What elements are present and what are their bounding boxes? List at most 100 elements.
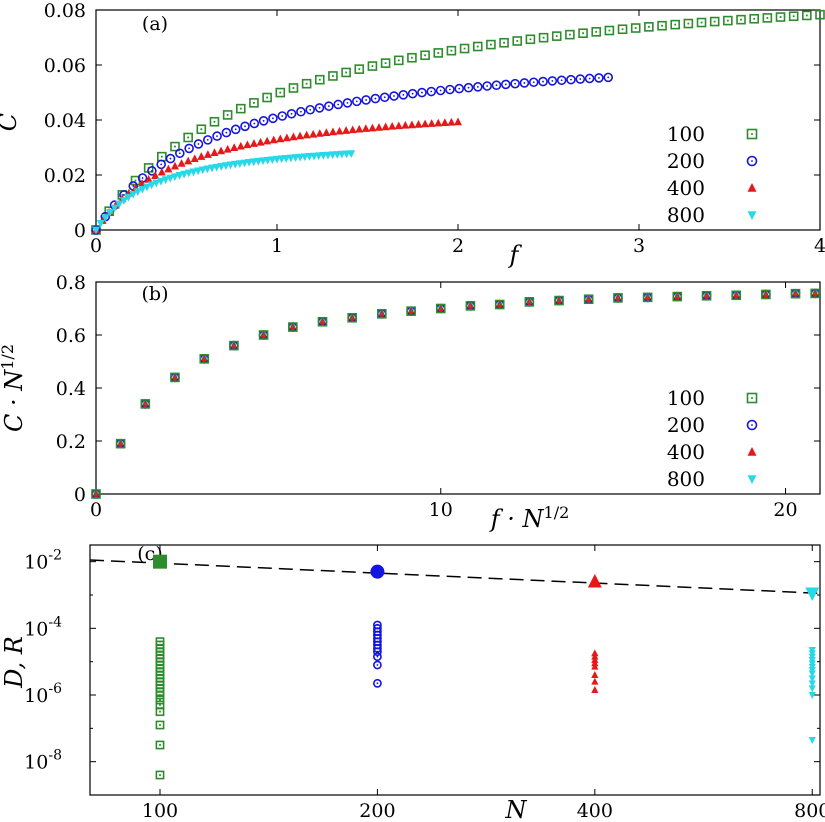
data-point (197, 152, 206, 160)
panel-a-ytick-label: 0.06 (44, 55, 86, 77)
data-point (361, 124, 370, 132)
large-marker-800 (805, 587, 820, 602)
data-point (335, 126, 344, 135)
data-point (155, 707, 165, 717)
collapse-series-400 (92, 288, 820, 498)
panel-a-xtick-label: 2 (452, 235, 464, 257)
data-point (347, 150, 356, 158)
data-point (249, 118, 260, 129)
legend-marker-800 (747, 475, 757, 484)
data-point (373, 678, 382, 688)
data-point (140, 399, 151, 409)
data-point (348, 125, 357, 134)
data-point (175, 148, 185, 159)
data-point (296, 106, 306, 117)
data-point (394, 121, 403, 130)
data-point (406, 306, 416, 316)
data-point (591, 27, 602, 37)
data-point (723, 15, 733, 26)
data-point (183, 132, 193, 143)
data-point (341, 67, 351, 78)
panel-a-xtick-label: 1 (271, 235, 283, 257)
legend-label-200: 200 (667, 413, 705, 437)
data-point (317, 316, 328, 327)
data-point (373, 652, 382, 662)
data-point (434, 118, 443, 127)
data-point (249, 98, 259, 108)
panel-b-ytick-label: 0.4 (56, 378, 86, 400)
data-point (324, 101, 334, 111)
data-point (222, 110, 233, 120)
panel-a-ticks: 0 1 2 3 4 0 0.02 0.04 0.06 0.08 (44, 0, 825, 257)
data-point (275, 87, 286, 98)
data-point (143, 183, 152, 192)
data-point (301, 78, 312, 89)
data-point (155, 695, 165, 705)
data-point (525, 34, 536, 45)
data-point (129, 190, 138, 199)
small-markers-200 (373, 620, 382, 688)
data-point (379, 92, 390, 103)
data-point (282, 133, 291, 142)
data-point (194, 167, 203, 176)
panel-c-ytick-label: 10-6 (24, 681, 62, 707)
panel-c-xtick-label: 100 (142, 800, 178, 822)
data-point (217, 146, 226, 155)
data-point (305, 104, 316, 115)
panel-a-ytick-label: 0.04 (44, 110, 86, 132)
data-point (398, 90, 409, 100)
large-marker-100 (152, 554, 167, 569)
data-point (115, 438, 126, 449)
panel-c-ytick-label: 10-8 (24, 748, 62, 774)
data-point (644, 22, 654, 32)
data-point (92, 226, 100, 235)
data-point (203, 165, 212, 174)
panel-b-ytick-label: 0.6 (56, 325, 86, 347)
data-point (124, 193, 133, 202)
data-point (157, 167, 166, 176)
panel-a-xlabel: f (508, 241, 523, 269)
data-point (351, 96, 362, 107)
data-point (603, 72, 614, 83)
panel-a-xtick-label: 0 (90, 235, 102, 257)
data-point (262, 92, 272, 103)
data-point (368, 123, 377, 132)
data-point (613, 293, 623, 303)
data-point (333, 99, 343, 110)
data-point (591, 686, 599, 693)
data-point (486, 39, 496, 50)
data-point (210, 148, 219, 156)
data-point (223, 144, 232, 153)
data-point (815, 9, 825, 20)
fit-line (89, 559, 821, 595)
data-point (147, 181, 156, 190)
data-point (105, 209, 114, 217)
large-marker-400 (587, 573, 602, 588)
data-point (296, 131, 305, 140)
data-point (258, 116, 269, 126)
legend-marker-400 (747, 447, 757, 456)
panel-c-ylabel: D, R (0, 636, 28, 689)
panel-b-frame (95, 281, 821, 495)
data-point (538, 76, 548, 87)
panel-a-ytick-label: 0 (74, 220, 86, 242)
panel-b-xtick-label: 0 (90, 499, 102, 521)
data-point (236, 141, 245, 150)
data-point (170, 173, 179, 182)
legend-label-100: 100 (667, 386, 705, 410)
data-point (802, 10, 812, 21)
data-point (190, 154, 199, 163)
data-point (355, 124, 364, 133)
data-point (500, 79, 511, 90)
data-point (157, 151, 167, 162)
data-point (217, 163, 226, 171)
data-point (427, 119, 436, 127)
data-point (138, 185, 147, 194)
panel-c-xtick-label: 400 (577, 800, 613, 822)
data-point (749, 13, 759, 24)
legend-label-800: 800 (667, 467, 705, 491)
data-point (566, 74, 576, 85)
legend-marker-200 (746, 419, 758, 431)
